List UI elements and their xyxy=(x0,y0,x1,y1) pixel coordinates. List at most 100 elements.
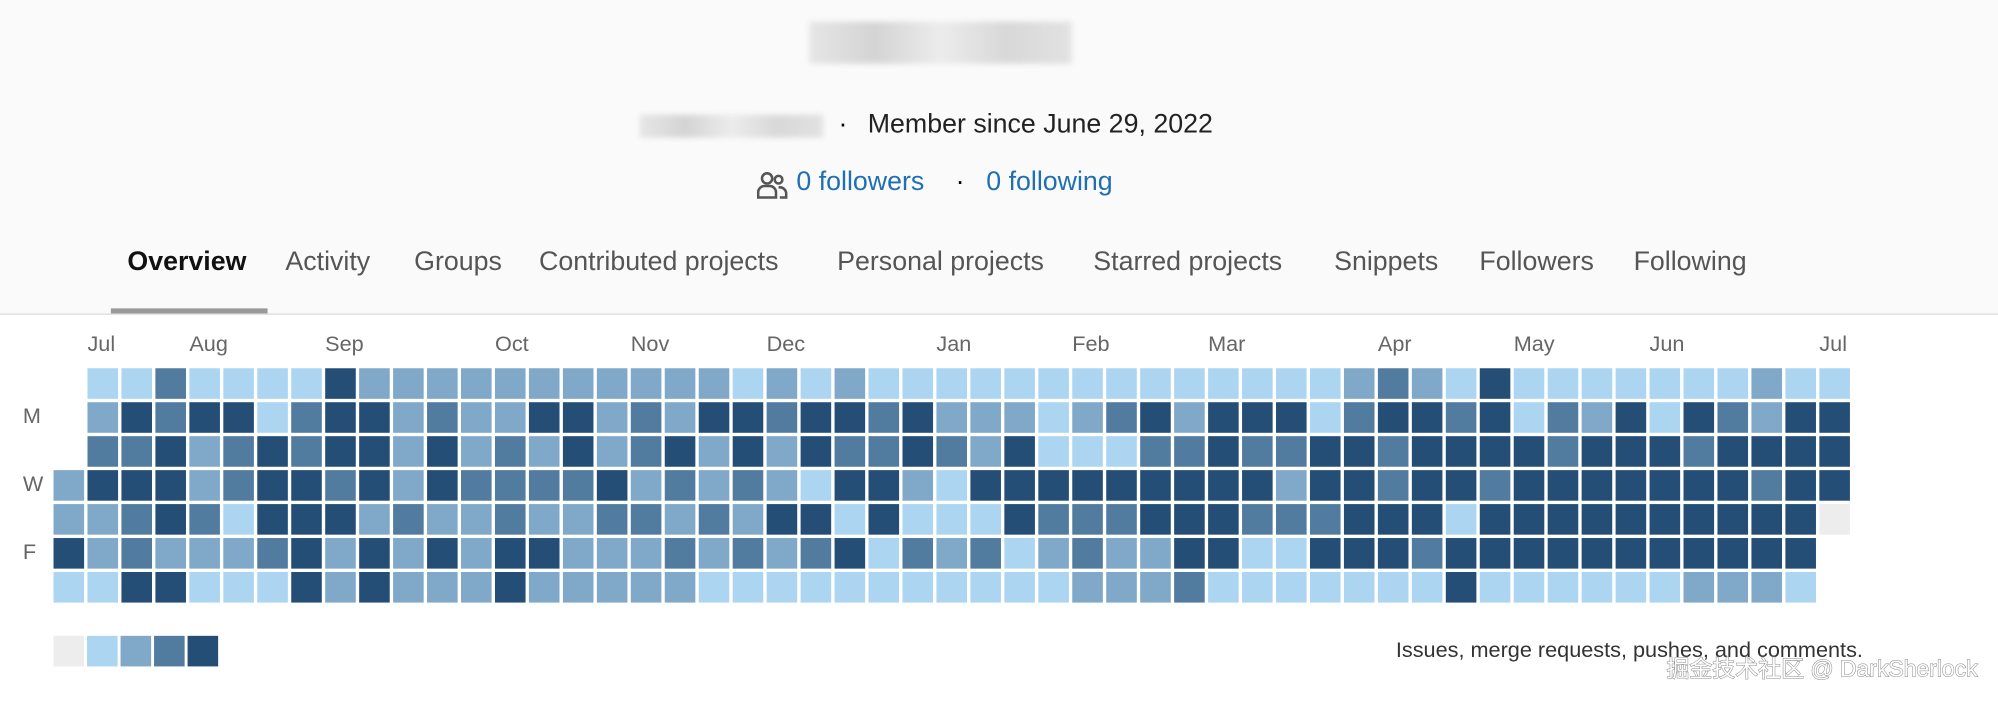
tab[interactable]: Personal projects xyxy=(837,247,1044,277)
contribution-cell xyxy=(698,368,730,399)
contribution-cell xyxy=(427,504,458,535)
followers-link[interactable]: 0 followers xyxy=(796,166,925,197)
contribution-cell xyxy=(698,470,730,501)
contribution-cell xyxy=(868,368,900,399)
contribution-cell xyxy=(1174,470,1205,501)
contribution-cell xyxy=(257,504,288,535)
contribution-cell xyxy=(87,504,119,535)
contribution-cell xyxy=(1038,572,1069,603)
following-link[interactable]: 0 following xyxy=(986,166,1113,197)
month-label: Dec xyxy=(767,331,806,356)
contribution-cell xyxy=(1649,538,1681,569)
contribution-cell xyxy=(596,572,628,603)
contribution-cell xyxy=(189,504,220,535)
contribution-cell xyxy=(1004,368,1035,399)
month-label: May xyxy=(1514,331,1555,356)
contribution-cell xyxy=(1072,538,1103,569)
month-label: Feb xyxy=(1072,331,1109,356)
contribution-cell xyxy=(1174,572,1205,603)
contribution-cell xyxy=(800,504,832,535)
contribution-cell xyxy=(562,538,594,569)
contribution-cell xyxy=(562,436,594,467)
contribution-cell xyxy=(1819,368,1850,399)
contribution-cell xyxy=(630,538,662,569)
contribution-cell xyxy=(800,538,832,569)
contribution-cell xyxy=(1309,402,1341,433)
tab[interactable]: Following xyxy=(1633,247,1747,277)
contribution-cell xyxy=(528,436,560,467)
blurred-name xyxy=(809,21,1072,64)
contribution-cell xyxy=(1785,504,1816,535)
contribution-cell xyxy=(1649,402,1681,433)
contribution-cell xyxy=(1581,572,1613,603)
contribution-cell xyxy=(1242,538,1273,569)
contribution-cell xyxy=(1343,436,1375,467)
contribution-cell xyxy=(1513,470,1545,501)
contribution-cell xyxy=(1683,368,1715,399)
contribution-cell xyxy=(155,572,186,603)
tab[interactable]: Overview xyxy=(127,247,247,277)
contribution-cell xyxy=(664,572,696,603)
contribution-cell xyxy=(1343,504,1375,535)
contribution-cell xyxy=(1615,368,1647,399)
contribution-cell xyxy=(494,504,526,535)
contribution-cell xyxy=(189,368,220,399)
contribution-cell xyxy=(1343,470,1375,501)
contribution-cell xyxy=(359,470,390,501)
contribution-cell xyxy=(562,504,594,535)
month-label: Nov xyxy=(631,331,670,356)
contribution-cell xyxy=(1377,572,1409,603)
contribution-cell xyxy=(834,368,866,399)
contribution-cell xyxy=(393,504,424,535)
contribution-cell xyxy=(630,470,662,501)
tab[interactable]: Contributed projects xyxy=(538,247,779,277)
contribution-cell xyxy=(291,538,322,569)
contribution-cell xyxy=(528,402,560,433)
contribution-cell xyxy=(1174,436,1205,467)
contribution-cell xyxy=(1309,538,1341,569)
tab[interactable]: Followers xyxy=(1479,247,1594,277)
contribution-cell xyxy=(1004,504,1035,535)
contribution-cell xyxy=(562,470,594,501)
contribution-cell xyxy=(121,402,153,433)
contribution-cell xyxy=(1445,436,1477,467)
contribution-cell xyxy=(393,538,424,569)
contribution-cell xyxy=(155,436,186,467)
month-label: Mar xyxy=(1208,331,1245,356)
tab[interactable]: Starred projects xyxy=(1093,247,1283,277)
contribution-cell xyxy=(1174,368,1205,399)
contribution-cell xyxy=(1038,402,1069,433)
contribution-cell xyxy=(834,504,866,535)
contribution-cell xyxy=(664,504,696,535)
contribution-cell xyxy=(732,572,764,603)
contribution-cell xyxy=(223,402,254,433)
tab[interactable]: Activity xyxy=(285,247,371,277)
contribution-cell xyxy=(461,402,492,433)
contribution-cell xyxy=(1513,504,1545,535)
contribution-cell xyxy=(1174,504,1205,535)
contribution-cell xyxy=(359,368,390,399)
contribution-cell xyxy=(630,368,662,399)
contribution-cell xyxy=(902,402,934,433)
contribution-cell xyxy=(1309,572,1341,603)
contribution-cell xyxy=(834,436,866,467)
contribution-cell xyxy=(1683,572,1715,603)
contribution-cell xyxy=(1717,402,1749,433)
contribution-cell xyxy=(257,402,288,433)
legend-swatch xyxy=(187,635,219,667)
contribution-cell xyxy=(1242,470,1273,501)
contribution-cell xyxy=(1581,402,1613,433)
contribution-cell xyxy=(1649,504,1681,535)
member-since: Member since June 29, 2022 xyxy=(867,109,1213,139)
contribution-cell xyxy=(664,368,696,399)
tab[interactable]: Snippets xyxy=(1334,247,1439,277)
contribution-cell xyxy=(1615,572,1647,603)
contribution-cell xyxy=(936,368,968,399)
contribution-cell xyxy=(1615,538,1647,569)
contribution-cell xyxy=(1581,504,1613,535)
tab[interactable]: Groups xyxy=(414,247,502,277)
contribution-cell xyxy=(766,470,798,501)
contribution-cell xyxy=(393,402,424,433)
month-label: Sep xyxy=(325,331,364,356)
